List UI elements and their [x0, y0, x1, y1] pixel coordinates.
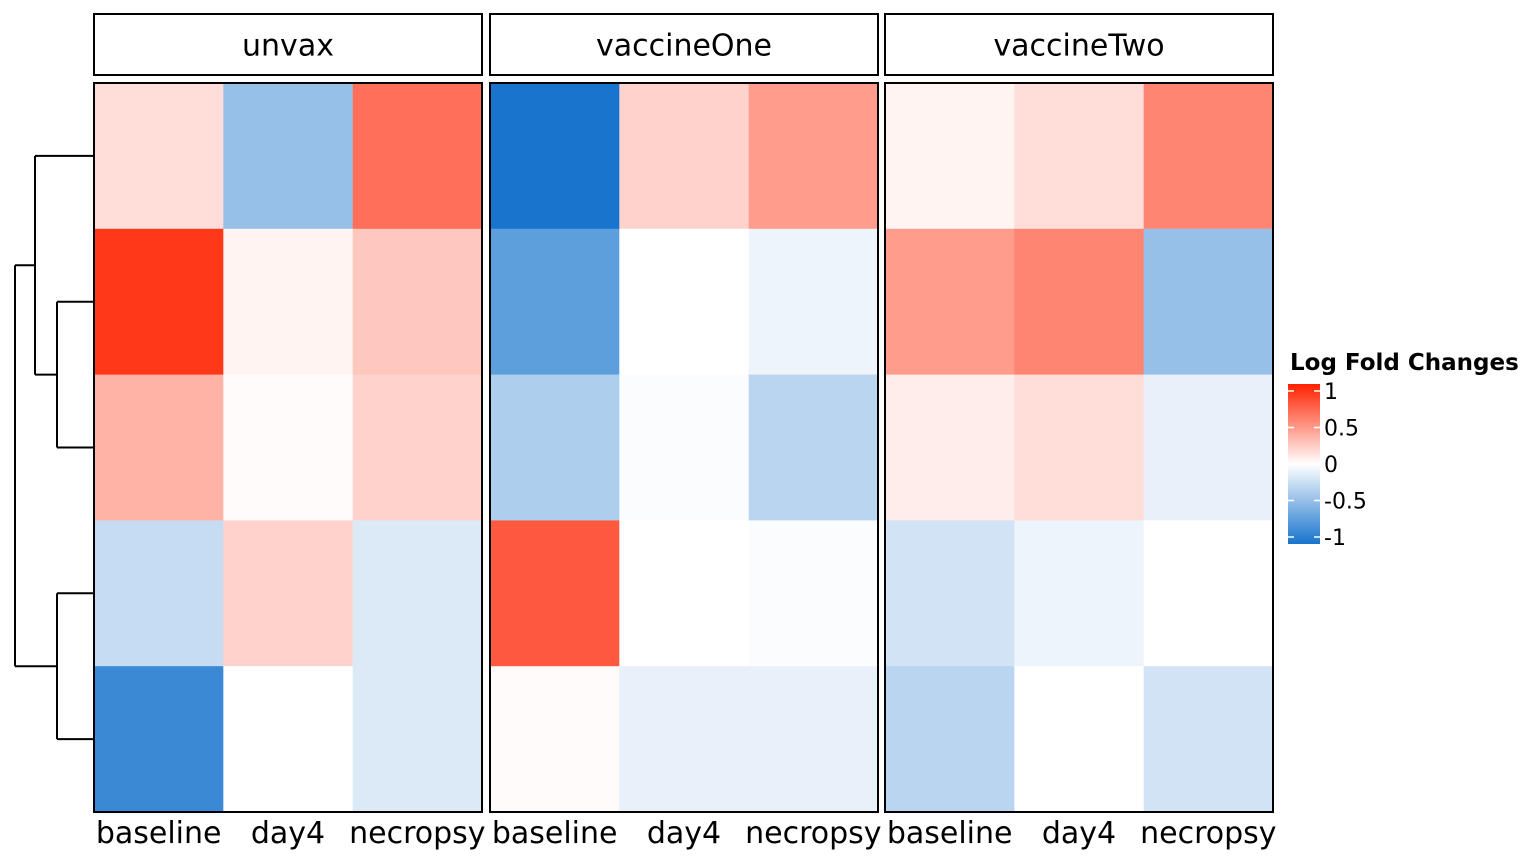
heatmap-cell: [223, 228, 354, 376]
x-tick-label: day4: [251, 816, 325, 851]
heatmap-cell: [352, 83, 483, 230]
heatmap-cell: [885, 520, 1015, 667]
heatmap-cell: [619, 374, 750, 521]
heatmap-panels: unvax baseline day4 necropsy vaccineOne basel…: [93, 13, 1277, 851]
x-tick-label: day4: [647, 816, 721, 851]
heatmap-cell: [352, 374, 483, 521]
heatmap-cell: [490, 228, 620, 376]
heatmap-cell: [885, 374, 1015, 521]
legend-tick-label: -0.5: [1324, 490, 1367, 515]
heatmap-cell: [1014, 666, 1145, 813]
panel-unvax: unvax baseline day4 necropsy: [93, 13, 486, 851]
heatmap-cell: [1014, 228, 1145, 376]
heatmap-cell: [748, 83, 879, 230]
panel-strip: [489, 13, 879, 76]
heatmap-cell: [619, 520, 750, 667]
panel-border: [93, 82, 483, 813]
heatmap-cell: [94, 228, 224, 376]
x-tick-label: baseline: [96, 816, 222, 851]
panel-strip: [93, 13, 483, 76]
panel-border: [489, 82, 879, 813]
legend-tick-label: 0.5: [1324, 417, 1359, 442]
heatmap-cell: [885, 228, 1015, 376]
row-dendrogram: [14, 154, 93, 741]
heatmap-cell: [619, 666, 750, 813]
heatmap-cell: [223, 374, 354, 521]
heatmap-cell: [1014, 374, 1145, 521]
heatmap-cell: [352, 666, 483, 813]
heatmap-cell: [490, 374, 620, 521]
panel-border: [884, 82, 1274, 813]
legend-tick-label: -1: [1324, 526, 1346, 551]
heatmap-cell: [352, 228, 483, 376]
heatmap-cell: [885, 83, 1015, 230]
legend-tick-label: 1: [1324, 380, 1338, 405]
x-tick-label: necropsy: [349, 816, 485, 851]
heatmap-cell: [223, 520, 354, 667]
panel-vaccineTwo: vaccineTwo baseline day4 necropsy: [884, 13, 1277, 851]
heatmap-cell: [748, 374, 879, 521]
heatmap-cell: [1143, 374, 1274, 521]
heatmap-cell: [223, 83, 354, 230]
x-tick-label: baseline: [492, 816, 618, 851]
heatmap-cell: [1143, 83, 1274, 230]
x-tick-label: necropsy: [745, 816, 881, 851]
x-tick-label: baseline: [887, 816, 1013, 851]
heatmap-cell: [94, 520, 224, 667]
heatmap-cell: [94, 83, 224, 230]
heatmap-cell: [885, 666, 1015, 813]
heatmap-cell: [748, 666, 879, 813]
legend-tick-label: 0: [1324, 453, 1338, 478]
heatmap-cell: [94, 374, 224, 521]
legend-title: Log Fold Changes: [1290, 350, 1519, 376]
panel-vaccineOne: vaccineOne baseline day4 necropsy: [489, 13, 882, 851]
x-tick-label: day4: [1042, 816, 1116, 851]
panel-strip: [884, 13, 1274, 76]
heatmap-cell: [223, 666, 354, 813]
heatmap-cell: [490, 520, 620, 667]
heatmap-cell: [352, 520, 483, 667]
color-legend: Log Fold Changes 1 0.5 0 -0.5 -1: [1288, 350, 1519, 551]
heatmap-cell: [490, 666, 620, 813]
heatmap-cell: [748, 520, 879, 667]
heatmap-cell: [1143, 520, 1274, 667]
heatmap-cell: [619, 83, 750, 230]
heatmap-cell: [1014, 520, 1145, 667]
heatmap-cell: [1014, 83, 1145, 230]
heatmap-cell: [1143, 666, 1274, 813]
x-tick-label: necropsy: [1140, 816, 1276, 851]
heatmap-cell: [490, 83, 620, 230]
heatmap-cell: [94, 666, 224, 813]
heatmap-cell: [748, 228, 879, 376]
panel-strip-label: vaccineOne: [596, 29, 772, 64]
panel-strip-label: unvax: [242, 29, 334, 64]
heatmap-cell: [1143, 228, 1274, 376]
heatmap-cell: [619, 228, 750, 376]
panel-strip-label: vaccineTwo: [993, 29, 1164, 64]
